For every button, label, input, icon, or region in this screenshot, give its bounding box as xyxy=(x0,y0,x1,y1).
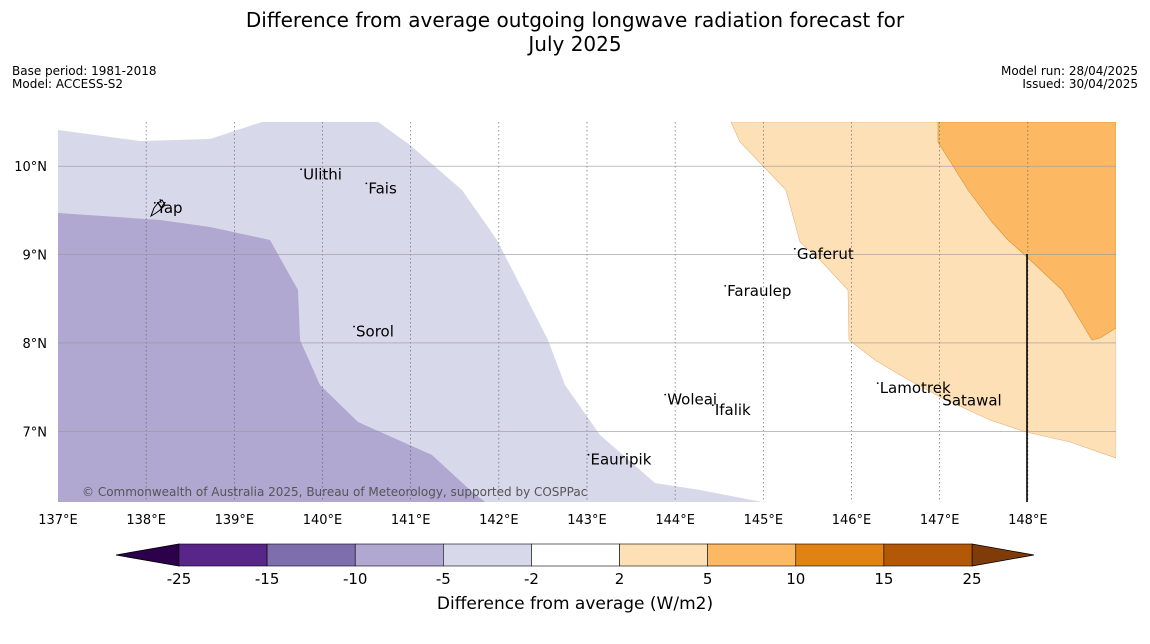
lon-tick-label: 138°E xyxy=(126,513,166,528)
colorbar-tick-label: 5 xyxy=(703,570,713,588)
island-marker xyxy=(587,453,590,456)
lon-tick-label: 145°E xyxy=(744,513,784,528)
gridline-layer xyxy=(58,122,1116,502)
colorbar-segment xyxy=(266,543,356,567)
island-marker xyxy=(724,285,727,287)
place-label: Fais xyxy=(368,179,397,197)
colorbar-tick-label: -5 xyxy=(436,570,451,588)
lat-tick-label: 7°N xyxy=(23,425,48,440)
island-marker xyxy=(939,394,942,397)
lon-tick-label: 139°E xyxy=(215,513,255,528)
copyright-text: © Commonwealth of Australia 2025, Bureau… xyxy=(82,485,587,499)
lon-tick-label: 137°E xyxy=(38,513,78,528)
colorbar-segment xyxy=(795,543,885,567)
island-marker xyxy=(876,382,879,385)
colorbar-tick-label: 15 xyxy=(874,570,893,588)
place-labels: Ulithi Fais Yap Gaferut Faraulep Sorol WoleaiI… xyxy=(153,165,1002,469)
meta-left: Base period: 1981-2018 Model: ACCESS-S2 xyxy=(12,65,157,91)
colorbar-segment xyxy=(178,543,268,567)
colorbar-tick-label: -25 xyxy=(167,570,192,588)
colorbar-segment xyxy=(531,543,620,567)
colorbar-segment xyxy=(883,543,973,567)
colorbar-label: Difference from average (W/m2) xyxy=(436,594,714,614)
base-period: Base period: 1981-2018 xyxy=(12,64,157,78)
axis-tick-labels: 137°E 138°E 139°E 140°E 141°E 142°E 143°E 144°E… xyxy=(14,160,1047,528)
colorbar-under-arrow xyxy=(115,543,180,567)
place-label: Woleai xyxy=(667,391,717,409)
place-label: Ifalik xyxy=(715,401,751,419)
place-label: Yap xyxy=(156,199,183,217)
lon-tick-label: 148°E xyxy=(1008,513,1048,528)
model-run: Model run: 28/04/2025 xyxy=(1000,64,1138,78)
island-marker xyxy=(153,201,156,204)
island-marker xyxy=(300,168,303,171)
lon-tick-label: 144°E xyxy=(655,513,695,528)
colorbar-tick-label: 2 xyxy=(615,570,625,588)
lon-tick-label: 146°E xyxy=(832,513,872,528)
place-label: Gaferut xyxy=(797,245,854,263)
island-marker xyxy=(353,325,355,328)
meta-right: Model run: 28/04/2025 Issued: 30/04/2025 xyxy=(1001,65,1138,91)
place-label: Faraulep xyxy=(727,282,791,300)
lon-tick-label: 147°E xyxy=(920,513,960,528)
title-line-1: Difference from average outgoing longwav… xyxy=(245,8,905,32)
contour-minus10-minus5 xyxy=(58,213,485,502)
contour-5-10 xyxy=(937,122,1116,341)
lon-tick-label: 142°E xyxy=(479,513,519,528)
colorbar-tick-label: -2 xyxy=(524,570,539,588)
lon-tick-label: 143°E xyxy=(567,513,607,528)
colorbar-tick-label: -10 xyxy=(343,570,368,588)
lat-tick-label: 10°N xyxy=(14,160,47,175)
place-label: Ulithi xyxy=(303,165,342,183)
colorbar-segment xyxy=(707,543,797,567)
lon-tick-label: 141°E xyxy=(391,513,431,528)
island-marker xyxy=(365,182,368,185)
place-label: Lamotrek xyxy=(880,379,951,397)
place-label: Eauripik xyxy=(591,451,652,469)
place-label: Sorol xyxy=(356,323,394,341)
place-label: Satawal xyxy=(942,391,1001,409)
colorbar-over-arrow xyxy=(971,543,1035,567)
colorbar-segment xyxy=(619,543,708,567)
lat-tick-label: 9°N xyxy=(23,249,48,264)
colorbar-segment xyxy=(443,543,532,567)
colorbar-tick-label: 10 xyxy=(786,570,805,588)
lon-tick-label: 140°E xyxy=(303,513,343,528)
model-name: Model: ACCESS-S2 xyxy=(12,77,124,91)
lat-tick-label: 8°N xyxy=(23,337,48,352)
colorbar: -25 -15 -10 -5 -2 2 5 10 15 25 xyxy=(115,543,1035,588)
title-line-2: July 2025 xyxy=(528,32,622,56)
colorbar-tick-label: -15 xyxy=(255,570,280,588)
colorbar-tick-label: 25 xyxy=(962,570,981,588)
yap-island-shape xyxy=(150,198,166,218)
chart-title: Difference from average outgoing longwav… xyxy=(0,8,1150,56)
island-marker xyxy=(664,393,667,396)
island-marker xyxy=(793,247,796,250)
island-marker xyxy=(711,404,714,407)
colorbar-segment xyxy=(354,543,444,567)
issued-date: Issued: 30/04/2025 xyxy=(1022,77,1138,91)
